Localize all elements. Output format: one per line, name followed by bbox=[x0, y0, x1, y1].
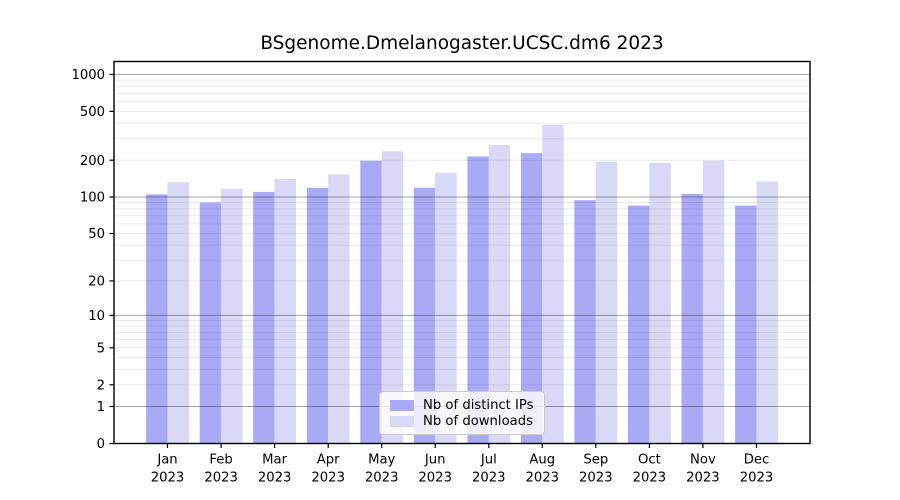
bar bbox=[199, 202, 222, 444]
x-tick-label-month: Jun bbox=[424, 453, 446, 468]
y-tick-label: 500 bbox=[80, 105, 105, 120]
bar bbox=[146, 194, 168, 444]
x-axis: Jan 2023 Feb 2023 Mar 2023 Apr 2023 May 2023 Jun 20… bbox=[151, 443, 774, 486]
y-tick-label: 1000 bbox=[71, 68, 105, 83]
bar bbox=[306, 187, 329, 444]
legend-item-downloads: Nb of downloads bbox=[390, 414, 535, 429]
bar-series-distinct-ips bbox=[146, 153, 757, 444]
bar bbox=[595, 161, 618, 444]
bar bbox=[167, 182, 189, 444]
x-tick-label-month: Sep bbox=[583, 453, 608, 468]
x-tick-label-month: May bbox=[368, 453, 395, 468]
legend-label-distinct-ips: Nb of distinct IPs bbox=[423, 397, 534, 413]
bar bbox=[681, 193, 703, 444]
x-tick-label-year: 2023 bbox=[311, 471, 345, 486]
bar bbox=[435, 172, 457, 444]
bar bbox=[360, 160, 382, 444]
bar bbox=[488, 145, 511, 444]
bar bbox=[542, 124, 564, 444]
y-tick-label: 50 bbox=[88, 227, 105, 242]
x-tick-label-month: Oct bbox=[638, 453, 661, 468]
legend-swatch-downloads bbox=[390, 415, 414, 427]
x-tick-label-year: 2023 bbox=[526, 471, 560, 486]
x-tick-label-year: 2023 bbox=[258, 471, 292, 486]
bar bbox=[413, 187, 436, 444]
y-tick-label: 100 bbox=[80, 191, 105, 206]
bar bbox=[253, 191, 275, 444]
x-tick-label-month: Nov bbox=[690, 453, 716, 468]
bar bbox=[221, 188, 243, 444]
y-tick-label: 5 bbox=[97, 342, 105, 357]
x-tick-label-year: 2023 bbox=[418, 471, 452, 486]
x-tick-label-year: 2023 bbox=[740, 471, 774, 486]
x-tick-label-year: 2023 bbox=[365, 471, 399, 486]
bar bbox=[756, 181, 778, 444]
x-tick-label-year: 2023 bbox=[472, 471, 506, 486]
bar bbox=[520, 153, 543, 444]
x-tick-label-month: Feb bbox=[209, 453, 232, 468]
y-tick-label: 2 bbox=[97, 379, 105, 394]
y-tick-label: 1 bbox=[97, 400, 105, 415]
bar bbox=[467, 156, 489, 444]
bar bbox=[735, 205, 757, 444]
bar bbox=[381, 151, 404, 444]
y-tick-label: 20 bbox=[88, 275, 105, 290]
bar bbox=[702, 160, 725, 444]
x-tick-label-month: Jul bbox=[480, 453, 497, 468]
y-tick-label: 10 bbox=[88, 309, 105, 324]
x-tick-label-year: 2023 bbox=[151, 471, 185, 486]
chart-legend: Nb of distinct IPs Nb of downloads bbox=[379, 391, 545, 435]
x-tick-label-year: 2023 bbox=[686, 471, 720, 486]
x-tick-label-month: Mar bbox=[262, 453, 287, 468]
axes-frame bbox=[113, 60, 811, 445]
y-tick-label: 200 bbox=[80, 154, 105, 169]
x-tick-label-year: 2023 bbox=[579, 471, 613, 486]
x-tick-label-year: 2023 bbox=[633, 471, 667, 486]
legend-label-downloads: Nb of downloads bbox=[423, 413, 533, 429]
y-axis: 0 1 2 5 10 20 50 100 200 500 1000 bbox=[71, 68, 114, 452]
legend-swatch-distinct-ips bbox=[390, 399, 414, 411]
legend-item-distinct-ips: Nb of distinct IPs bbox=[390, 398, 535, 413]
bar bbox=[274, 178, 296, 444]
x-tick-label-month: Jan bbox=[156, 453, 177, 468]
bar bbox=[649, 162, 671, 444]
bar-series-downloads bbox=[167, 124, 778, 444]
x-tick-label-month: Dec bbox=[744, 453, 770, 468]
bar bbox=[628, 205, 650, 444]
chart-title: BSgenome.Dmelanogaster.UCSC.dm6 2023 bbox=[260, 33, 664, 54]
minor-gridlines bbox=[114, 79, 810, 386]
x-tick-label-year: 2023 bbox=[204, 471, 238, 486]
y-tick-label: 0 bbox=[97, 437, 105, 452]
bar bbox=[328, 174, 350, 444]
x-tick-label-month: Apr bbox=[317, 453, 340, 468]
x-tick-label-month: Aug bbox=[529, 453, 555, 468]
bar bbox=[574, 200, 596, 444]
